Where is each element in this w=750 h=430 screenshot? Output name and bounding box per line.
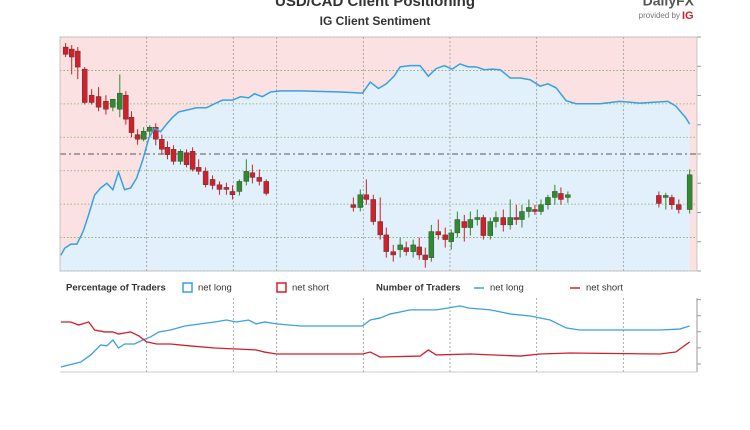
legend-title: Percentage of Traders <box>66 283 166 294</box>
line <box>60 305 690 368</box>
candle-body <box>519 211 525 220</box>
candle-body <box>81 68 88 103</box>
candle-body <box>202 171 209 185</box>
candle-body <box>410 244 416 252</box>
candle-body <box>123 94 129 120</box>
candle-body <box>243 171 250 182</box>
legend-swatch <box>276 282 287 293</box>
candle-body <box>461 221 467 228</box>
candle-body <box>397 244 403 250</box>
candle-body <box>134 134 141 140</box>
area <box>60 63 690 271</box>
text-layer: USD/CAD Client Positioning IG Client Sen… <box>66 0 695 294</box>
candle-body <box>474 217 480 220</box>
candle-body <box>110 98 116 108</box>
candle-body <box>95 96 102 108</box>
candle-body <box>538 204 544 212</box>
candle-body <box>140 131 147 140</box>
candle-body <box>403 247 409 252</box>
candle-body <box>117 92 123 110</box>
candle-body <box>249 172 256 178</box>
candle-body <box>513 217 519 220</box>
candle-body <box>448 232 454 242</box>
candle-body <box>350 204 357 208</box>
candle-body <box>183 152 190 165</box>
chart-subtitle: IG Client Sentiment <box>320 14 431 28</box>
candle-body <box>480 217 487 236</box>
candle-body <box>357 194 363 208</box>
candle-body <box>686 174 693 210</box>
candle-body <box>159 139 165 150</box>
candle-body <box>383 234 389 252</box>
candle-body <box>532 209 538 212</box>
candle-body <box>545 197 551 206</box>
candle-body <box>428 231 435 258</box>
candle-body <box>88 94 95 103</box>
plot-frame <box>59 36 698 272</box>
candle-body <box>62 46 69 55</box>
candle-body <box>256 177 263 182</box>
candle-body <box>103 100 109 110</box>
candle-body <box>363 194 370 200</box>
candle-body <box>493 217 499 222</box>
candle-body <box>377 221 383 236</box>
candle-body <box>526 207 532 212</box>
candle-body <box>454 219 461 234</box>
candle-body <box>128 117 135 133</box>
marks-layer <box>60 43 693 368</box>
candle-body <box>216 184 223 190</box>
logo-tagline: provided by <box>639 11 680 20</box>
candle-body <box>552 191 558 198</box>
candle-body <box>75 50 81 68</box>
grid-layer <box>59 36 701 373</box>
candle-body <box>195 167 202 172</box>
candle-body <box>669 197 675 206</box>
candle-body <box>416 246 422 256</box>
candle-body <box>558 193 564 200</box>
candle-body <box>153 127 159 140</box>
legend-title: Number of Traders <box>376 283 460 294</box>
candle-body <box>223 187 230 190</box>
legend-label: net short <box>586 283 623 294</box>
logo-partner: IG <box>682 10 694 22</box>
candle-body <box>146 127 153 132</box>
legend-label: net long <box>490 283 524 294</box>
candle-body <box>177 151 184 162</box>
candle-body <box>170 149 177 162</box>
candle-body <box>663 195 669 198</box>
candle-body <box>370 199 376 222</box>
candle-body <box>390 251 396 256</box>
logo-brand: DailyFX <box>643 0 695 9</box>
legend-swatch <box>182 282 193 293</box>
candle-body <box>164 147 171 155</box>
candle-body <box>442 234 448 240</box>
candle-body <box>507 217 513 226</box>
line <box>60 63 691 256</box>
candle-body <box>189 151 196 170</box>
candle-body <box>263 181 269 194</box>
candle-body <box>236 181 243 192</box>
candle-body <box>500 217 506 226</box>
chart-title: USD/CAD Client Positioning <box>275 0 475 10</box>
candle-body <box>68 48 75 58</box>
background-layer <box>60 37 697 271</box>
candle-body <box>656 195 662 204</box>
candle-body <box>229 191 236 195</box>
candle-body <box>422 254 428 260</box>
line <box>60 321 691 358</box>
candle-body <box>676 204 682 210</box>
legend-label: net short <box>292 283 329 294</box>
candle-body <box>565 194 571 198</box>
candle-body <box>487 221 493 236</box>
candle-body <box>209 179 216 186</box>
candle-body <box>435 231 441 236</box>
legend-label: net long <box>198 283 232 294</box>
candle-body <box>467 219 474 228</box>
